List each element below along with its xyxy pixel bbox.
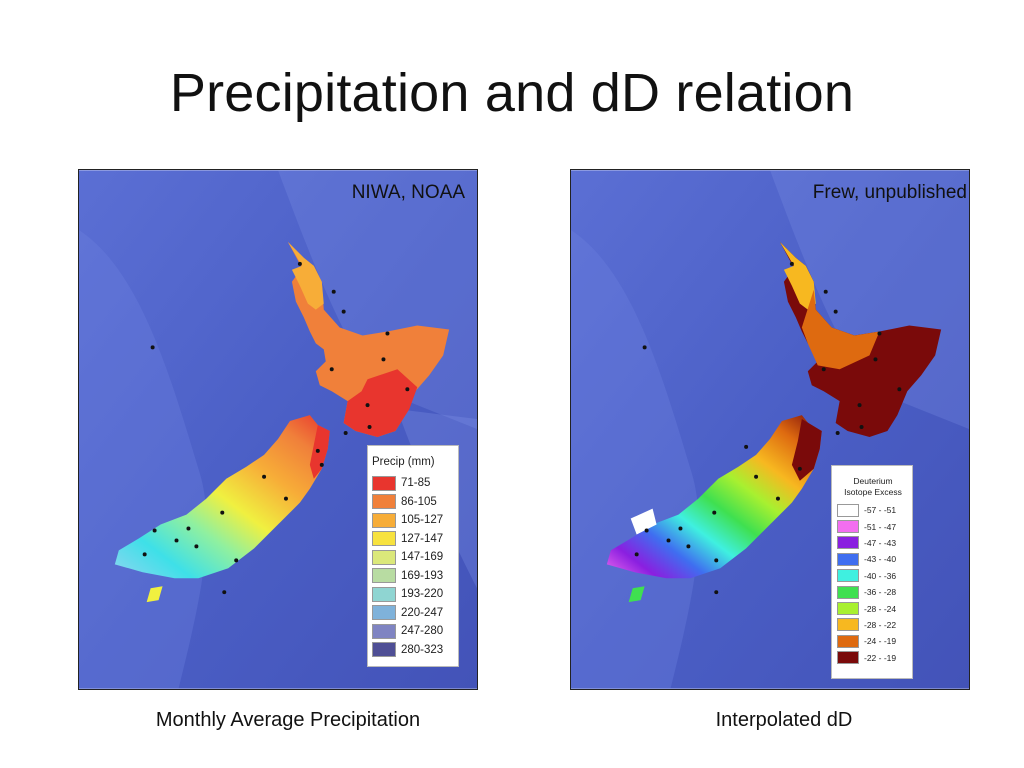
legend-label: -24 - -19 xyxy=(864,636,897,647)
south-island-shape xyxy=(114,415,330,579)
legend-label: -40 - -36 xyxy=(864,570,897,581)
legend-item: -43 - -40 xyxy=(837,551,909,567)
legend-title: Precip (mm) xyxy=(372,456,435,468)
legend-item: 169-193 xyxy=(372,567,454,586)
legend-item: -57 - -51 xyxy=(837,502,909,518)
legend-swatch xyxy=(372,531,396,547)
legend-label: 86-105 xyxy=(401,495,437,508)
interpolated-dd-map-graphic xyxy=(571,170,969,689)
legend-item: -36 - -28 xyxy=(837,584,909,600)
legend-swatch xyxy=(372,475,396,491)
legend-swatch xyxy=(372,586,396,602)
legend-item: 127-147 xyxy=(372,530,454,549)
legend-swatch xyxy=(837,503,859,517)
legend-swatch xyxy=(837,634,859,648)
legend-label: 147-169 xyxy=(401,551,444,564)
legend-label: 220-247 xyxy=(401,606,444,619)
map-credit: Frew, unpublished xyxy=(812,182,967,203)
legend-item: 86-105 xyxy=(372,493,454,512)
legend-title: Deuterium Isotope Excess xyxy=(837,476,909,498)
legend-swatch xyxy=(837,585,859,599)
legend-item: -40 - -36 xyxy=(837,568,909,584)
legend-swatch xyxy=(837,552,859,566)
legend-item: -51 - -47 xyxy=(837,518,909,534)
legend-swatch xyxy=(372,549,396,565)
legend-label: 105-127 xyxy=(401,514,444,527)
legend-label: -28 - -22 xyxy=(864,619,897,630)
legend-label: -51 - -47 xyxy=(864,521,897,532)
precipitation-legend: Precip (mm) 71-85 86-105 105-127 127-147 147… xyxy=(367,445,459,667)
legend-label: 280-323 xyxy=(401,643,444,656)
legend-item: 280-323 xyxy=(372,641,454,660)
legend-item: -47 - -43 xyxy=(837,535,909,551)
legend-label: 247-280 xyxy=(401,625,444,638)
legend-item: 193-220 xyxy=(372,585,454,604)
legend-item: 220-247 xyxy=(372,604,454,623)
legend-label: -47 - -43 xyxy=(864,537,897,548)
legend-swatch xyxy=(372,605,396,621)
interpolated-dd-map-caption: Interpolated dD xyxy=(715,709,853,731)
legend-title-line-1: Deuterium xyxy=(853,476,893,486)
legend-swatch xyxy=(837,618,859,632)
precipitation-map-caption: Monthly Average Precipitation xyxy=(155,709,421,731)
precipitation-map-graphic xyxy=(79,170,477,689)
legend-label: -57 - -51 xyxy=(864,505,897,516)
legend-title-line-2: Isotope Excess xyxy=(844,487,902,497)
legend-item: -24 - -19 xyxy=(837,633,909,649)
legend-label: -43 - -40 xyxy=(864,554,897,565)
precipitation-map: NIWA, NOAA Precip (mm) 71-85 86-105 105-12… xyxy=(78,169,478,690)
map-credit: NIWA, NOAA xyxy=(351,182,465,203)
legend-swatch xyxy=(837,569,859,583)
isotope-legend: Deuterium Isotope Excess -57 - -51 -51 - … xyxy=(831,465,913,679)
legend-item: -28 - -22 xyxy=(837,617,909,633)
legend-item: -22 - -19 xyxy=(837,650,909,666)
legend-swatch xyxy=(837,520,859,534)
legend-item: 71-85 xyxy=(372,474,454,493)
legend-item: 147-169 xyxy=(372,548,454,567)
legend-item: 247-280 xyxy=(372,622,454,641)
legend-label: 169-193 xyxy=(401,569,444,582)
legend-label: -22 - -19 xyxy=(864,652,897,663)
legend-label: 127-147 xyxy=(401,532,444,545)
legend-swatch xyxy=(372,568,396,584)
legend-label: -28 - -24 xyxy=(864,603,897,614)
legend-label: -36 - -28 xyxy=(864,587,897,598)
legend-label: 193-220 xyxy=(401,588,444,601)
legend-swatch xyxy=(837,651,859,665)
legend-swatch xyxy=(372,642,396,658)
legend-item: -28 - -24 xyxy=(837,600,909,616)
slide-title: Precipitation and dD relation xyxy=(169,63,855,123)
interpolated-dd-map: Frew, unpublished Deuterium Isotope Exce… xyxy=(570,169,970,690)
legend-swatch xyxy=(837,536,859,550)
legend-swatch xyxy=(837,602,859,616)
legend-label: 71-85 xyxy=(401,477,431,490)
legend-swatch xyxy=(372,494,396,510)
legend-item: 105-127 xyxy=(372,511,454,530)
legend-swatch xyxy=(372,512,396,528)
legend-swatch xyxy=(372,623,396,639)
